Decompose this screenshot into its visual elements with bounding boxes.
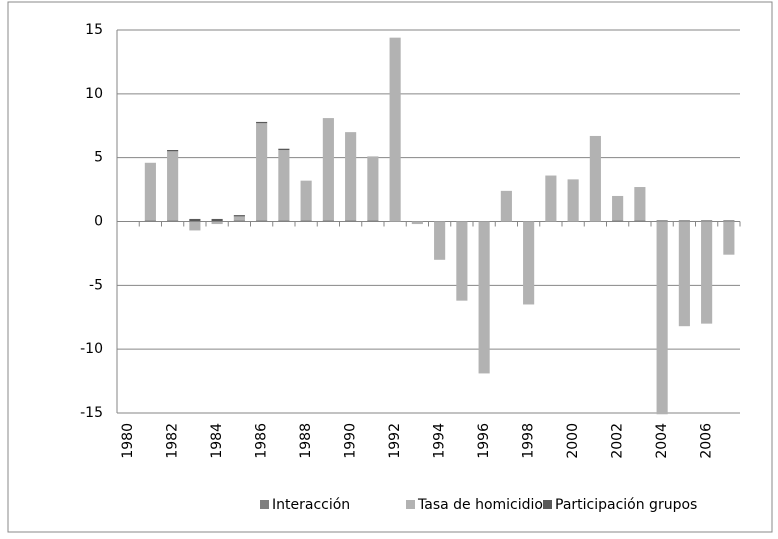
- legend-label: Participación grupos: [555, 497, 697, 513]
- bar-segment: [278, 150, 290, 221]
- legend-label: Interacción: [272, 497, 350, 513]
- bar-segment: [678, 220, 690, 222]
- y-tick-label: 0: [94, 214, 103, 230]
- y-tick-label: 15: [85, 22, 103, 38]
- bar-segment: [167, 151, 179, 221]
- legend-label: Tasa de homicidio: [417, 497, 543, 513]
- bar-segment: [656, 220, 668, 222]
- bar-segment: [211, 221, 223, 225]
- bar-segment: [189, 218, 201, 222]
- bar-segment: [612, 220, 624, 222]
- bar-segment: [144, 220, 156, 222]
- y-tick-label: -10: [80, 341, 103, 357]
- x-tick-label: 1982: [165, 423, 181, 459]
- bar-segment: [256, 121, 268, 124]
- bar-segment: [322, 220, 334, 222]
- bar-segment: [434, 221, 446, 260]
- x-tick-label: 1984: [209, 423, 225, 459]
- bar-segment: [567, 179, 579, 222]
- bar-segment: [411, 221, 423, 225]
- bar-segment: [367, 220, 379, 222]
- bar-segment: [278, 148, 290, 151]
- x-tick-label: 1996: [476, 423, 492, 459]
- x-tick-label: 2004: [654, 423, 670, 459]
- y-tick-label: -5: [89, 277, 103, 293]
- bar-segment: [233, 216, 245, 221]
- bar-segment: [233, 215, 245, 217]
- bar-segment: [678, 221, 690, 327]
- x-tick-label: 2002: [610, 423, 626, 459]
- bar-segment: [256, 123, 268, 221]
- bar-segment: [612, 195, 624, 221]
- x-tick-label: 1994: [432, 423, 448, 459]
- x-tick-label: 2000: [565, 423, 581, 459]
- bar-segment: [656, 221, 668, 415]
- bar-segment: [300, 220, 312, 222]
- bar-segment: [634, 220, 646, 222]
- x-tick-label: 1988: [298, 423, 314, 459]
- y-tick-label: 10: [85, 86, 103, 102]
- bar-segment: [189, 221, 201, 231]
- bar-segment: [456, 221, 468, 301]
- bar-segment: [144, 162, 156, 221]
- bar-segment: [211, 218, 223, 222]
- bar-segment: [500, 190, 512, 222]
- bar-segment: [723, 220, 735, 222]
- bar-segment: [167, 220, 179, 222]
- bar-segment: [300, 180, 312, 221]
- bar-segment: [233, 220, 245, 222]
- bar-segment: [478, 221, 490, 374]
- legend-swatch: [543, 500, 552, 509]
- bar-segment: [345, 220, 357, 222]
- bar-segment: [545, 175, 557, 222]
- bar-segment: [589, 135, 601, 222]
- x-tick-label: 1986: [254, 423, 270, 459]
- bar-segment: [256, 220, 268, 222]
- bar-segment: [367, 156, 379, 221]
- bar-segment: [167, 150, 179, 152]
- bar-segment: [278, 220, 290, 222]
- bar-segment: [723, 221, 735, 255]
- bar-segment: [523, 221, 535, 305]
- legend-swatch: [260, 500, 269, 509]
- y-tick-label: -15: [80, 405, 103, 421]
- bar-segment: [345, 132, 357, 221]
- x-tick-label: 1980: [120, 423, 136, 459]
- x-tick-label: 1998: [521, 423, 537, 459]
- x-tick-label: 2006: [699, 423, 715, 459]
- bar-segment: [322, 118, 334, 221]
- x-tick-label: 1990: [343, 423, 359, 459]
- bar-segment: [701, 220, 713, 222]
- bar-segment: [634, 187, 646, 221]
- y-tick-label: 5: [94, 150, 103, 166]
- bar-segment: [389, 37, 401, 222]
- bar-segment: [701, 221, 713, 324]
- x-tick-label: 1992: [387, 423, 403, 459]
- legend-swatch: [406, 500, 415, 509]
